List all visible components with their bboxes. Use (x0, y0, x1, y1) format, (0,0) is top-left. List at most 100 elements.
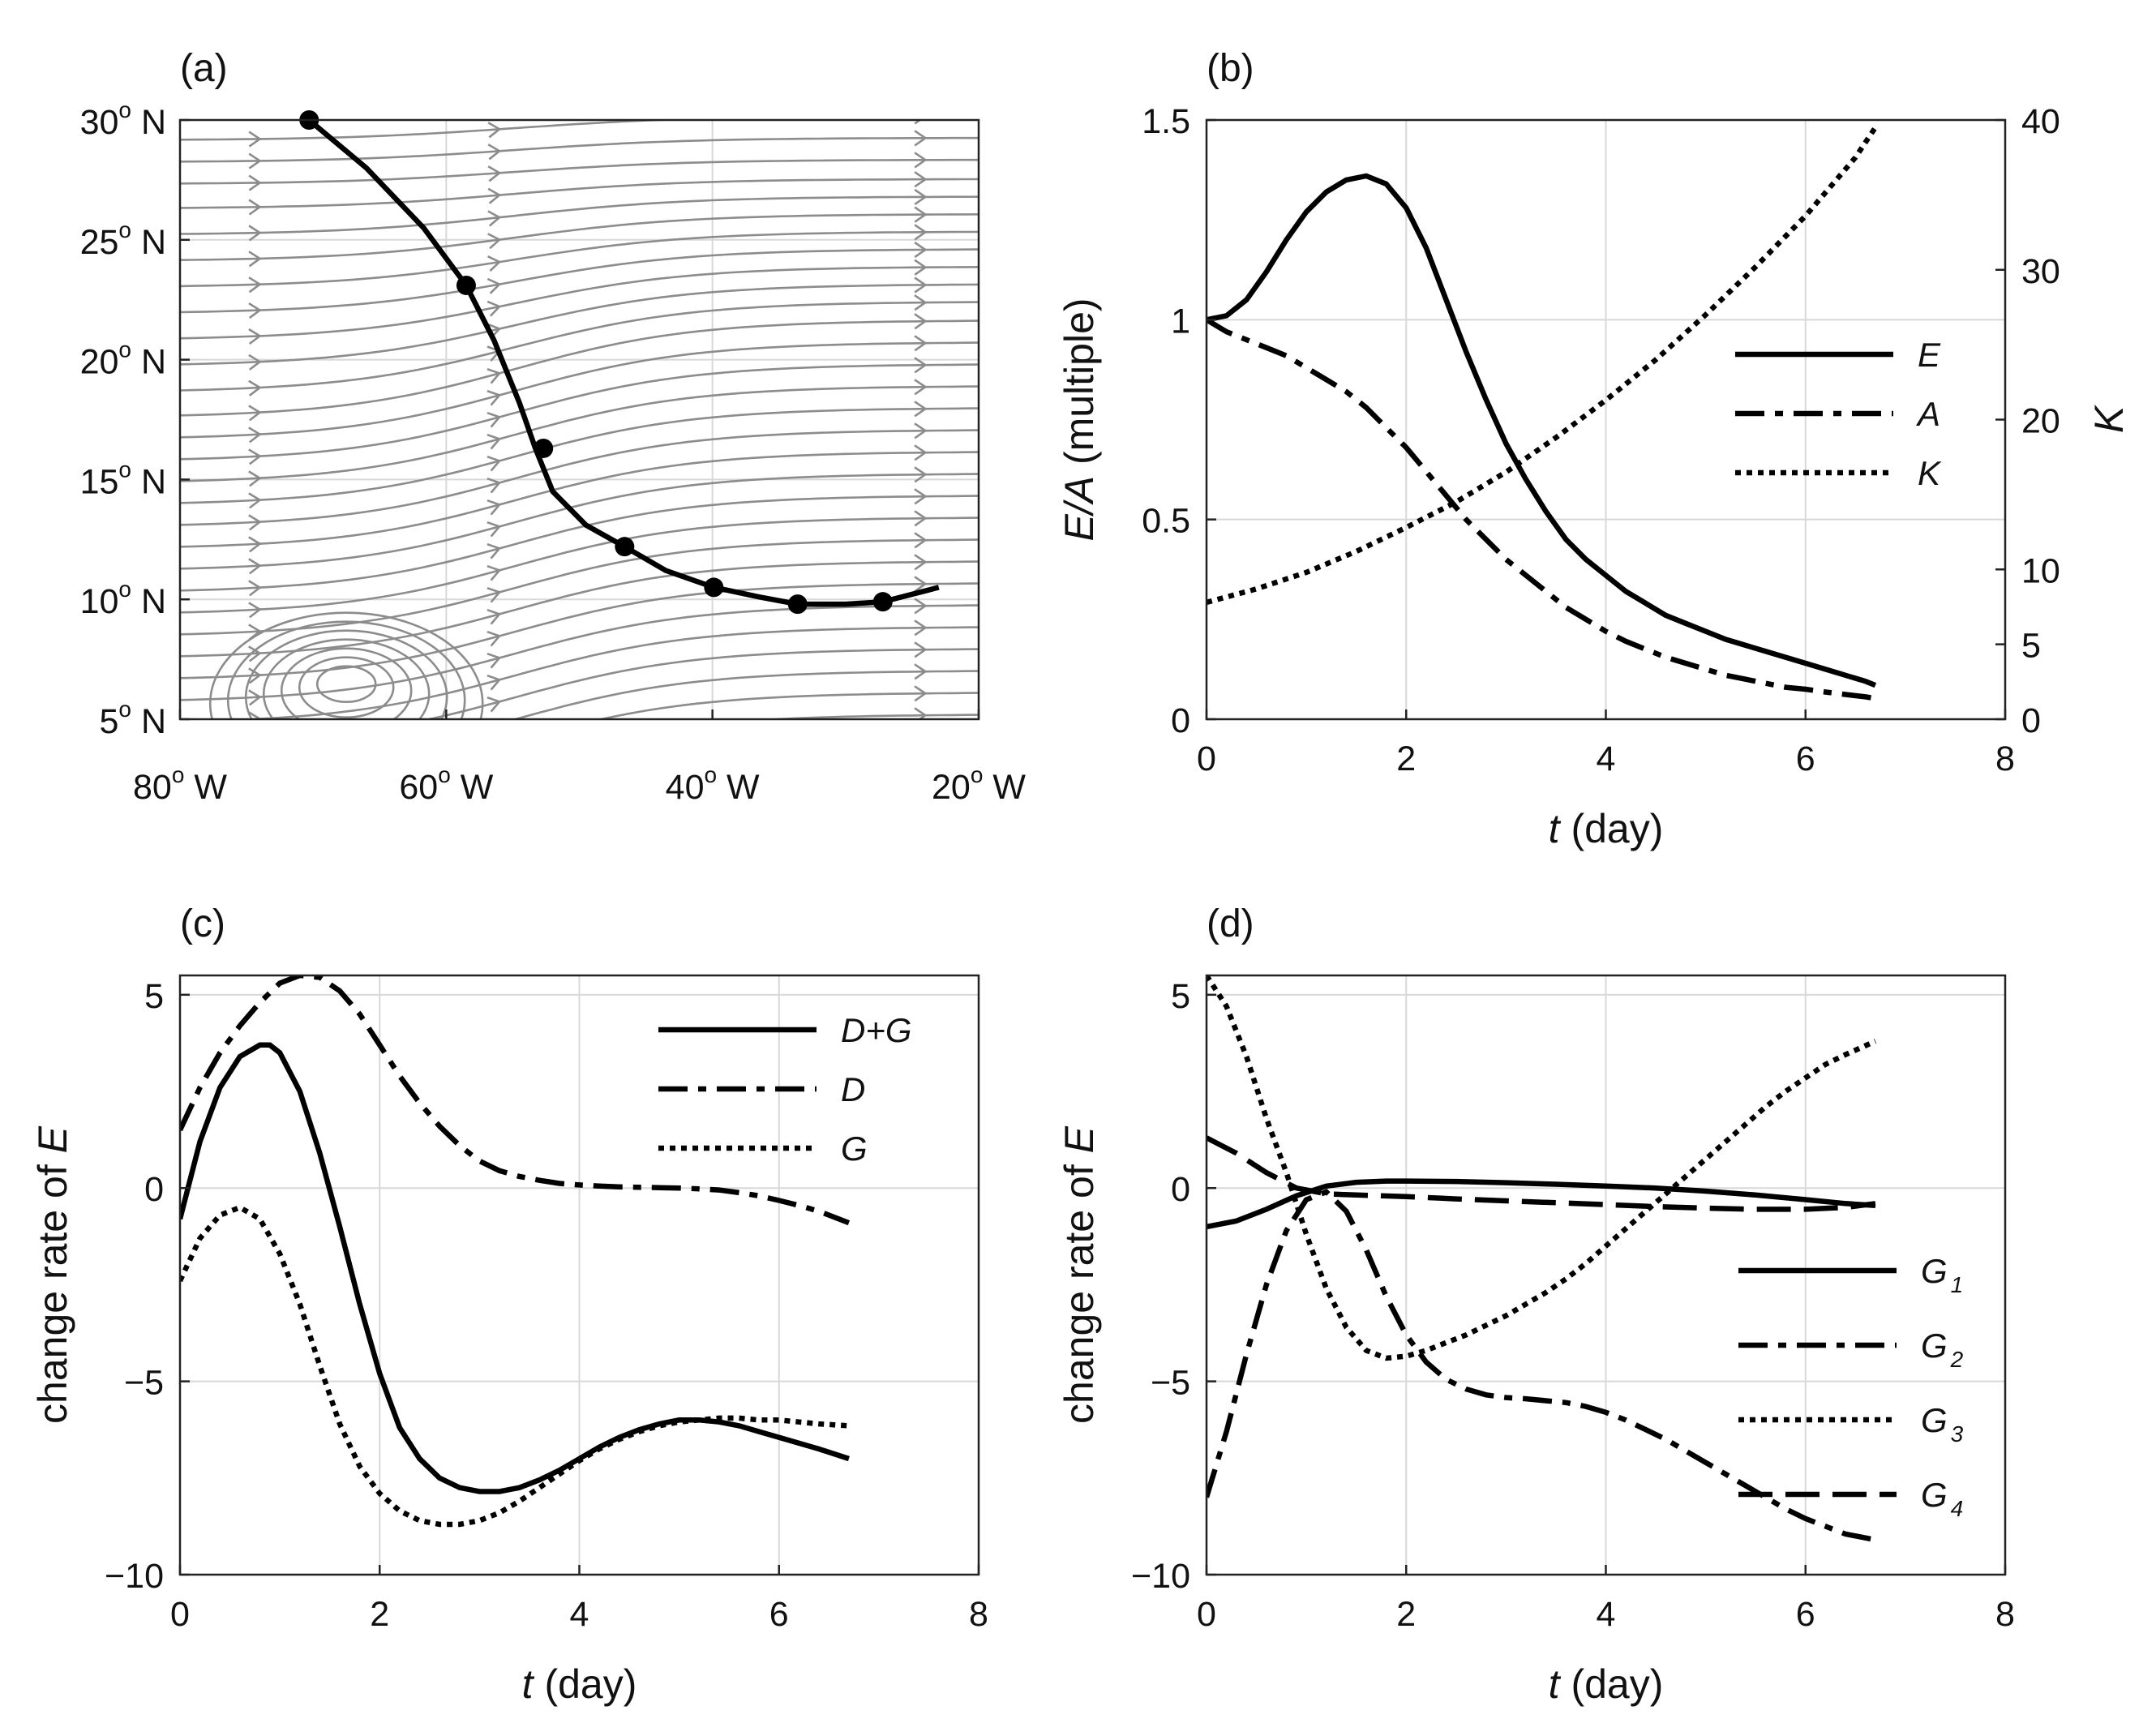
series-line-G4 (1207, 1135, 1876, 1212)
streamline-arrow (914, 379, 928, 396)
tick-degrees: 20 (932, 768, 971, 807)
streamline-arrow (487, 165, 502, 182)
panel-a-streamlines (180, 120, 979, 792)
panel-b-x-axis-label: t (day) (1549, 806, 1664, 851)
panel-d-xtick-label: 6 (1796, 1595, 1815, 1634)
series-line-E (1207, 173, 1877, 688)
panel-b-label: (b) (1207, 47, 1254, 90)
panel-c-xtick-label: 6 (769, 1595, 789, 1634)
gyre-ring (315, 665, 377, 704)
streamline (180, 195, 979, 235)
streamline-arrow (248, 492, 262, 509)
x-axis-gap (534, 1661, 545, 1707)
gyre-ring (208, 611, 484, 719)
panel-a-ytick-label: 25o N (80, 217, 166, 262)
panel-c-label: (c) (180, 902, 225, 945)
streamline-arrow (249, 778, 260, 792)
streamline-arrow (248, 558, 262, 575)
panel-a-label: (a) (180, 47, 228, 90)
streamline-arrow (486, 718, 491, 719)
streamline-arrow (914, 576, 928, 593)
legend-name: G (1921, 1476, 1948, 1514)
track-point (704, 577, 724, 598)
streamline (180, 407, 979, 504)
streamline (759, 714, 979, 719)
streamline (180, 230, 979, 288)
panel-c-xtick-label: 4 (570, 1595, 589, 1634)
tick-degrees: 80 (133, 768, 172, 807)
legend-name: G (1921, 1252, 1948, 1290)
streamline (180, 283, 979, 366)
panel-a-xtick-label: 40o W (666, 762, 760, 807)
streamline-arrow (486, 411, 502, 428)
panel-d-legend: G 1G 2G 3G 4 (1738, 1252, 1964, 1521)
streamline-arrow (248, 536, 262, 553)
gyre-ring (244, 629, 448, 719)
x-axis-gap (1560, 806, 1571, 851)
panel-b-xtick-label: 2 (1396, 739, 1416, 778)
streamline-arrow (914, 422, 928, 439)
panel-c-xtick-label: 2 (370, 1595, 389, 1634)
streamline (180, 120, 689, 141)
panel-a-xtick-label: 60o W (399, 762, 493, 807)
panel-b-ytick-label: 0.5 (1142, 502, 1190, 541)
streamline-arrow (914, 619, 928, 637)
streamline-arrow (248, 580, 262, 597)
streamline-arrow (248, 174, 262, 191)
series-line-G3 (1207, 975, 1877, 1361)
streamline-arrow (486, 455, 502, 472)
streamline (180, 517, 979, 614)
streamline-arrow (486, 367, 502, 384)
streamline (180, 451, 979, 548)
x-axis-gap (1560, 1661, 1571, 1707)
streamline-arrow (487, 255, 502, 272)
legend-label-E: E (1918, 336, 1941, 374)
streamline-arrow (248, 131, 262, 148)
y-axis-text: change rate of (30, 1153, 75, 1424)
streamline-arrow (487, 122, 502, 139)
legend-name: E (1918, 336, 1941, 374)
panel-b-ytick-label: 1.5 (1142, 102, 1190, 141)
tick-hemisphere: W (717, 768, 760, 807)
streamline (180, 178, 979, 209)
panel-b-xtick-label: 8 (1995, 739, 2015, 778)
streamline-arrow (486, 521, 502, 538)
streamline-arrow (914, 120, 922, 125)
streamline-arrow (248, 302, 262, 319)
streamline-arrow (914, 130, 928, 147)
legend-name: A (1915, 395, 1940, 433)
track-point (872, 592, 893, 612)
streamline (180, 385, 979, 482)
streamline-arrow (248, 514, 262, 531)
y-axis-variable: E (30, 1125, 75, 1153)
y-axis-text: change rate of (1057, 1153, 1102, 1424)
track-point (615, 537, 635, 557)
tick-hemisphere: N (131, 582, 166, 621)
streamline-arrow (248, 470, 262, 487)
panel-c-xtick-label: 0 (170, 1595, 190, 1634)
degree-symbol: o (971, 762, 984, 787)
panel-d-xtick-label: 0 (1197, 1595, 1216, 1634)
panel-b-y2tick-label: 20 (2021, 402, 2060, 441)
streamline-arrow (486, 608, 502, 625)
track-point (456, 275, 476, 295)
streamline-arrow (249, 756, 260, 770)
streamline-arrow (914, 598, 928, 615)
streamline-arrow (914, 554, 928, 571)
tick-hemisphere: N (131, 462, 166, 501)
panel-a-ytick-label: 5o N (100, 697, 167, 741)
gyre-ring (262, 638, 431, 719)
panel-b-y2tick-label: 10 (2021, 551, 2060, 590)
streamline-arrow (486, 277, 502, 294)
streamline (511, 670, 979, 719)
tick-degrees: 40 (666, 768, 705, 807)
streamline-arrow (487, 187, 502, 204)
streamline-arrow (914, 206, 928, 223)
degree-symbol: o (172, 762, 185, 787)
legend-subscript: 3 (1951, 1421, 1964, 1447)
streamline-arrow (914, 276, 928, 294)
streamline (180, 363, 979, 461)
